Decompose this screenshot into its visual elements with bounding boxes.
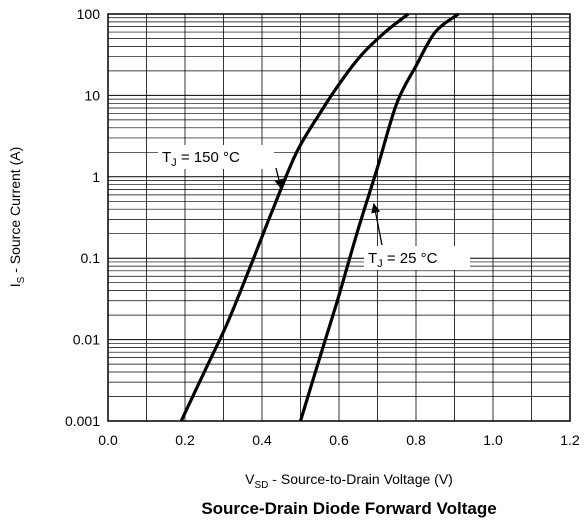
annotations: TJ = 150 °CTJ = 25 °C [158,145,470,270]
series-layer [179,12,460,422]
y-axis-ticks: 0.001 0.01 0.1 1 10 100 [65,6,100,429]
x-tick-label: 0.4 [252,432,272,448]
annotation-leader-line [374,212,383,246]
y-tick-label: 1 [92,169,100,185]
y-axis-label-main: I [7,283,23,287]
plot-frame [107,13,571,422]
grid [108,14,570,421]
x-tick-label: 1.2 [560,432,580,448]
x-tick-label: 0.2 [175,432,195,448]
x-axis-label-sub: SD [255,480,269,491]
x-tick-label: 0.6 [329,432,349,448]
x-tick-label: 1.0 [483,432,503,448]
x-axis-label-main: V [245,471,255,487]
series-line-tj-150c [179,12,410,422]
annotation-background [158,145,274,169]
annotation-label: TJ = 150 °C [162,149,240,169]
x-axis-label-rest: - Source-to-Drain Voltage (V) [268,471,452,487]
annotation-label-sub: J [377,258,383,270]
x-tick-label: 0.8 [406,432,426,448]
annotation-label-main: T [368,250,377,267]
annotation-label: TJ = 25 °C [368,250,438,270]
y-tick-label: 10 [84,87,100,103]
annotation-label-rest: = 150 °C [177,149,240,166]
annotation-arrowhead [274,178,284,190]
series-line-tj-25c [298,12,460,422]
annotation-label-sub: J [171,157,177,169]
annotation-background [364,246,470,270]
annotation-arrowhead [371,202,380,214]
x-tick-label: 0.0 [98,432,118,448]
x-axis-label: VSD - Source-to-Drain Voltage (V) [245,471,453,491]
y-axis-label-sub: S [16,276,27,283]
annotation-label-rest: = 25 °C [383,250,438,267]
annotation-leader-line [275,167,280,180]
chart-title: Source-Drain Diode Forward Voltage [201,499,496,518]
y-tick-label: 0.01 [73,332,100,348]
y-tick-label: 0.1 [81,250,101,266]
y-axis-label-rest: - Source Current (A) [7,147,23,277]
y-tick-label: 0.001 [65,413,100,429]
annotation-label-main: T [162,149,171,166]
x-axis-ticks: 0.0 0.2 0.4 0.6 0.8 1.0 1.2 [98,432,580,448]
y-tick-label: 100 [77,6,101,22]
y-axis-label: IS - Source Current (A) [7,147,27,288]
